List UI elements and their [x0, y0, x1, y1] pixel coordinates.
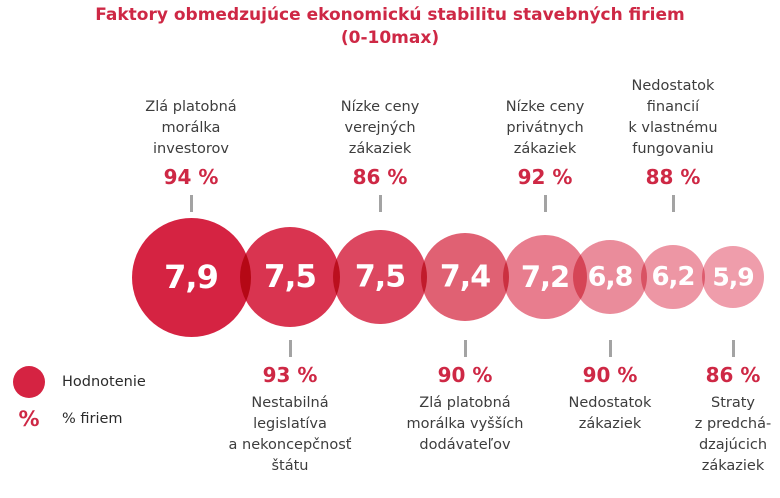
- bubble-value-1: 7,9: [164, 258, 219, 296]
- legend-row-rating: Hodnotenie: [13, 366, 193, 398]
- factor-column-top-2: Nízke ceny verejných zákaziek 86 %: [295, 50, 465, 212]
- bubble-value-3: 7,5: [354, 259, 406, 295]
- factor-percent: 94 %: [163, 165, 219, 189]
- factor-percent: 90 %: [437, 363, 493, 387]
- tick-line: [731, 340, 735, 357]
- tick-line: [288, 340, 292, 357]
- factor-label: Nízke ceny privátnych zákaziek: [505, 99, 585, 157]
- factor-percent: 86 %: [705, 363, 761, 387]
- chart-title-line1: Faktory obmedzujúce ekonomickú stabilitu…: [95, 5, 685, 25]
- bubble-8: [702, 246, 764, 308]
- bubble-value-7: 6,2: [651, 262, 695, 292]
- factor-label: Nedostatok financií k vlastnému fungovan…: [628, 78, 718, 157]
- bubble-7: [641, 245, 705, 309]
- legend-percent-label: % firiem: [62, 411, 123, 427]
- factor-label: Nestabilná legislatíva a nekoncepčnosť š…: [228, 395, 352, 474]
- factor-column-bottom-3: 90 % Nedostatok zákaziek: [525, 340, 695, 498]
- bubble-6: [573, 240, 647, 314]
- factor-column-bottom-1: 93 % Nestabilná legislatíva a nekoncepčn…: [205, 340, 375, 498]
- factor-column-top-1: Zlá platobná morálka investorov 94 %: [106, 50, 276, 212]
- legend-rating-label: Hodnotenie: [62, 374, 146, 390]
- bubble-4: [421, 233, 509, 321]
- tick-line: [543, 195, 547, 212]
- factor-percent: 93 %: [262, 363, 318, 387]
- factor-column-bottom-2: 90 % Zlá platobná morálka vyšších dodáva…: [380, 340, 550, 498]
- factor-column-top-3: Nízke ceny privátnych zákaziek 92 %: [460, 50, 630, 212]
- tick-line: [463, 340, 467, 357]
- percent-icon: %: [18, 407, 40, 431]
- bubble-2: [240, 227, 340, 327]
- bubble-3: [333, 230, 427, 324]
- legend-row-percent: % % firiem: [13, 407, 193, 431]
- factor-label: Zlá platobná morálka investorov: [145, 99, 237, 157]
- legend-circle-icon: [13, 366, 45, 398]
- factor-label: Nízke ceny verejných zákaziek: [340, 99, 420, 157]
- tick-line: [378, 195, 382, 212]
- factor-label: Nedostatok zákaziek: [568, 395, 652, 432]
- bubble-value-2: 7,5: [264, 259, 317, 295]
- bubble-value-6: 6,8: [587, 261, 634, 293]
- chart-title-line2: (0-10max): [340, 28, 440, 48]
- factor-label: Zlá platobná morálka vyšších dodávateľov: [406, 395, 524, 453]
- bubble-value-4: 7,4: [439, 259, 491, 295]
- bubble-value-5: 7,2: [520, 260, 570, 294]
- chart-title: Faktory obmedzujúce ekonomickú stabilitu…: [0, 4, 780, 50]
- factor-percent: 90 %: [582, 363, 638, 387]
- tick-line: [608, 340, 612, 357]
- factor-percent: 88 %: [645, 165, 701, 189]
- bubble-value-8: 5,9: [712, 262, 754, 292]
- tick-line: [189, 195, 193, 212]
- factor-percent: 86 %: [352, 165, 408, 189]
- factor-label: Straty z predchá- dzajúcich zákaziek: [694, 395, 772, 474]
- tick-line: [671, 195, 675, 212]
- factor-column-bottom-4: 86 % Straty z predchá- dzajúcich zákazie…: [648, 340, 780, 498]
- legend: Hodnotenie % % firiem: [13, 366, 193, 431]
- bubble-1: [131, 217, 251, 337]
- factor-percent: 92 %: [517, 165, 573, 189]
- factor-column-top-4: Nedostatok financií k vlastnému fungovan…: [588, 50, 758, 212]
